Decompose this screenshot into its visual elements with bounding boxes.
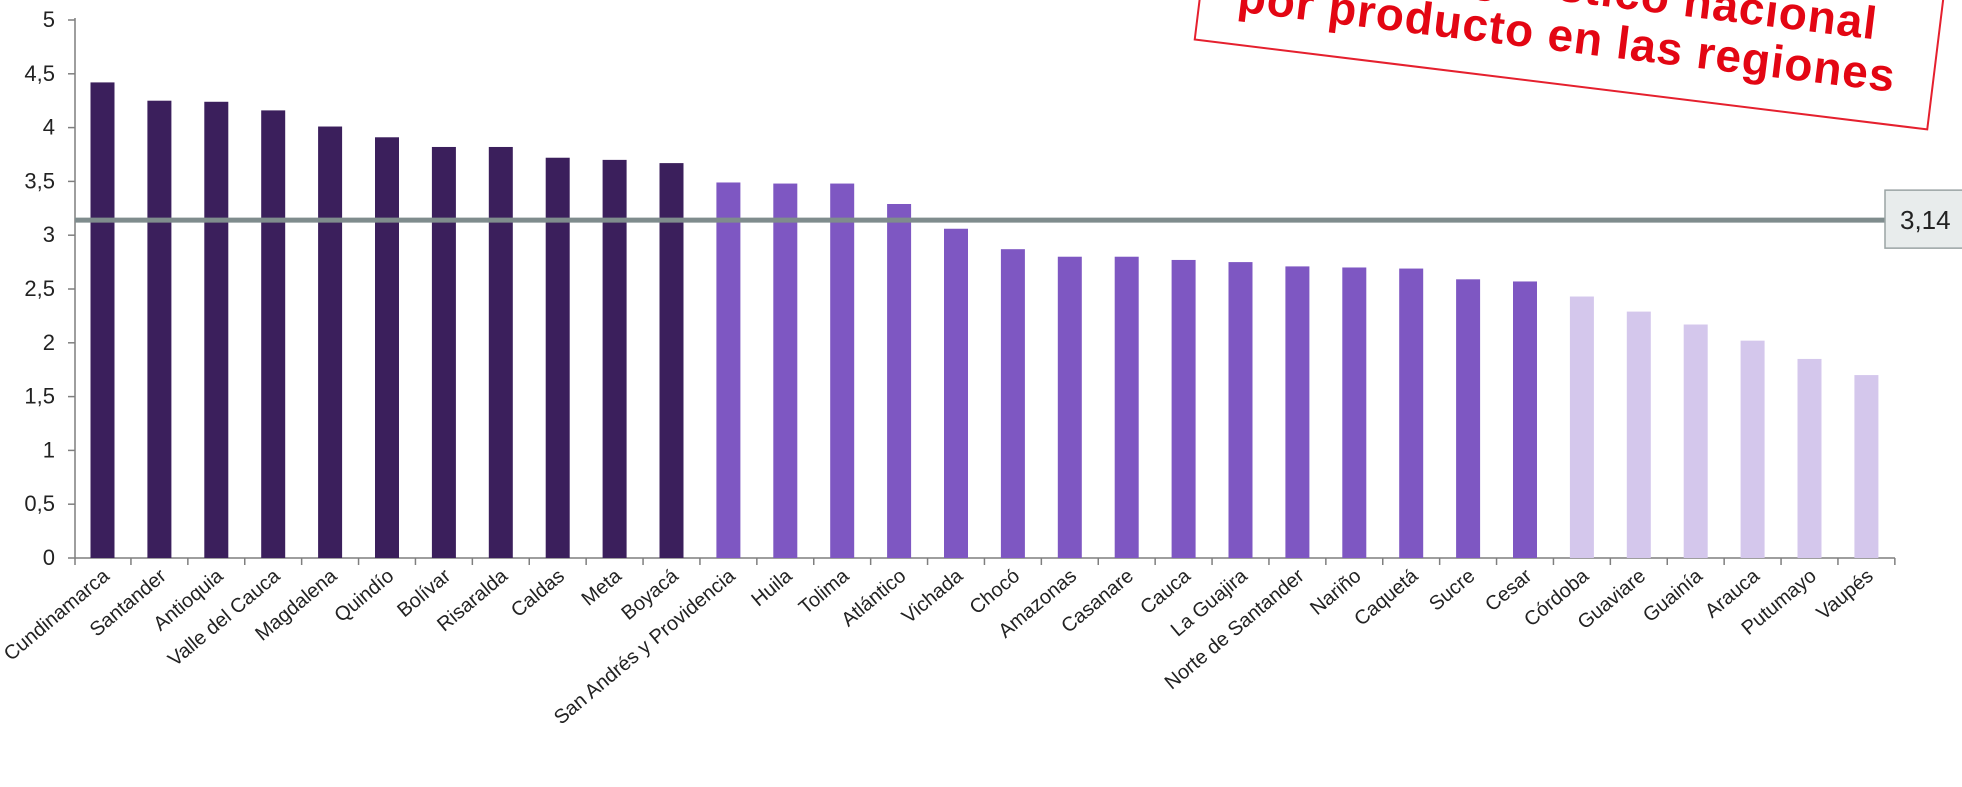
bar-28 xyxy=(1683,324,1708,558)
bar-22 xyxy=(1342,267,1367,558)
bar-25 xyxy=(1513,281,1537,558)
bar-30 xyxy=(1797,358,1822,558)
bar-5 xyxy=(375,137,399,558)
bar-29 xyxy=(1740,340,1765,558)
bars xyxy=(90,82,1879,559)
bar-27 xyxy=(1626,311,1651,558)
x-category-label: Guainía xyxy=(1639,564,1707,626)
x-category-label: Vichada xyxy=(898,564,968,628)
x-category-label: Quindío xyxy=(330,565,398,627)
bar-10 xyxy=(659,163,684,558)
bar-14 xyxy=(887,203,912,558)
y-tick-label: 4,5 xyxy=(24,61,55,86)
bar-16 xyxy=(1000,249,1025,559)
bar-11 xyxy=(716,182,741,558)
bar-8 xyxy=(545,157,570,558)
bar-0 xyxy=(90,82,115,559)
bar-1 xyxy=(147,100,172,558)
y-tick-label: 2 xyxy=(43,330,55,355)
bar-17 xyxy=(1057,256,1082,558)
bar-4 xyxy=(318,126,343,559)
reference-label-box xyxy=(1884,189,1962,249)
bar-12 xyxy=(773,183,798,558)
bar-9 xyxy=(602,159,627,558)
bar-2 xyxy=(204,101,229,558)
y-tick-label: 2,5 xyxy=(24,276,55,301)
bar-26 xyxy=(1569,296,1594,558)
y-tick-label: 0 xyxy=(43,545,55,570)
x-category-label: Huila xyxy=(747,564,797,611)
x-category-label: Vaupés xyxy=(1813,565,1878,625)
bar-3 xyxy=(261,110,286,558)
y-tick-label: 3 xyxy=(43,222,55,247)
bar-15 xyxy=(944,228,968,558)
y-tick-label: 5 xyxy=(43,7,55,32)
x-category-label: Meta xyxy=(578,564,627,610)
y-axis: 0 0,5 1 1,5 2 2,5 3 3,5 4 4,5 5 xyxy=(24,7,76,570)
y-tick-label: 3,5 xyxy=(24,168,55,193)
x-category-label: Atlántico xyxy=(837,565,910,631)
bar-18 xyxy=(1114,256,1139,558)
x-category-label: Sucre xyxy=(1425,565,1479,615)
bar-19 xyxy=(1171,259,1196,558)
reference-line-label: 3,14 xyxy=(1900,205,1951,235)
bar-7 xyxy=(488,146,513,558)
reference-line-group: 3,14 xyxy=(75,189,1962,249)
y-tick-label: 1,5 xyxy=(24,384,55,409)
x-category-label: Caldas xyxy=(507,565,569,622)
bar-21 xyxy=(1285,266,1310,558)
y-tick-label: 4 xyxy=(43,115,55,140)
bar-13 xyxy=(830,183,855,558)
y-tick-label: 1 xyxy=(43,437,55,462)
bar-6 xyxy=(431,146,456,558)
x-category-label: Caquetá xyxy=(1350,564,1423,630)
bar-24 xyxy=(1456,279,1481,558)
bar-31 xyxy=(1854,375,1879,558)
y-tick-label: 0,5 xyxy=(24,491,55,516)
bar-23 xyxy=(1399,268,1424,558)
bar-20 xyxy=(1228,262,1253,558)
